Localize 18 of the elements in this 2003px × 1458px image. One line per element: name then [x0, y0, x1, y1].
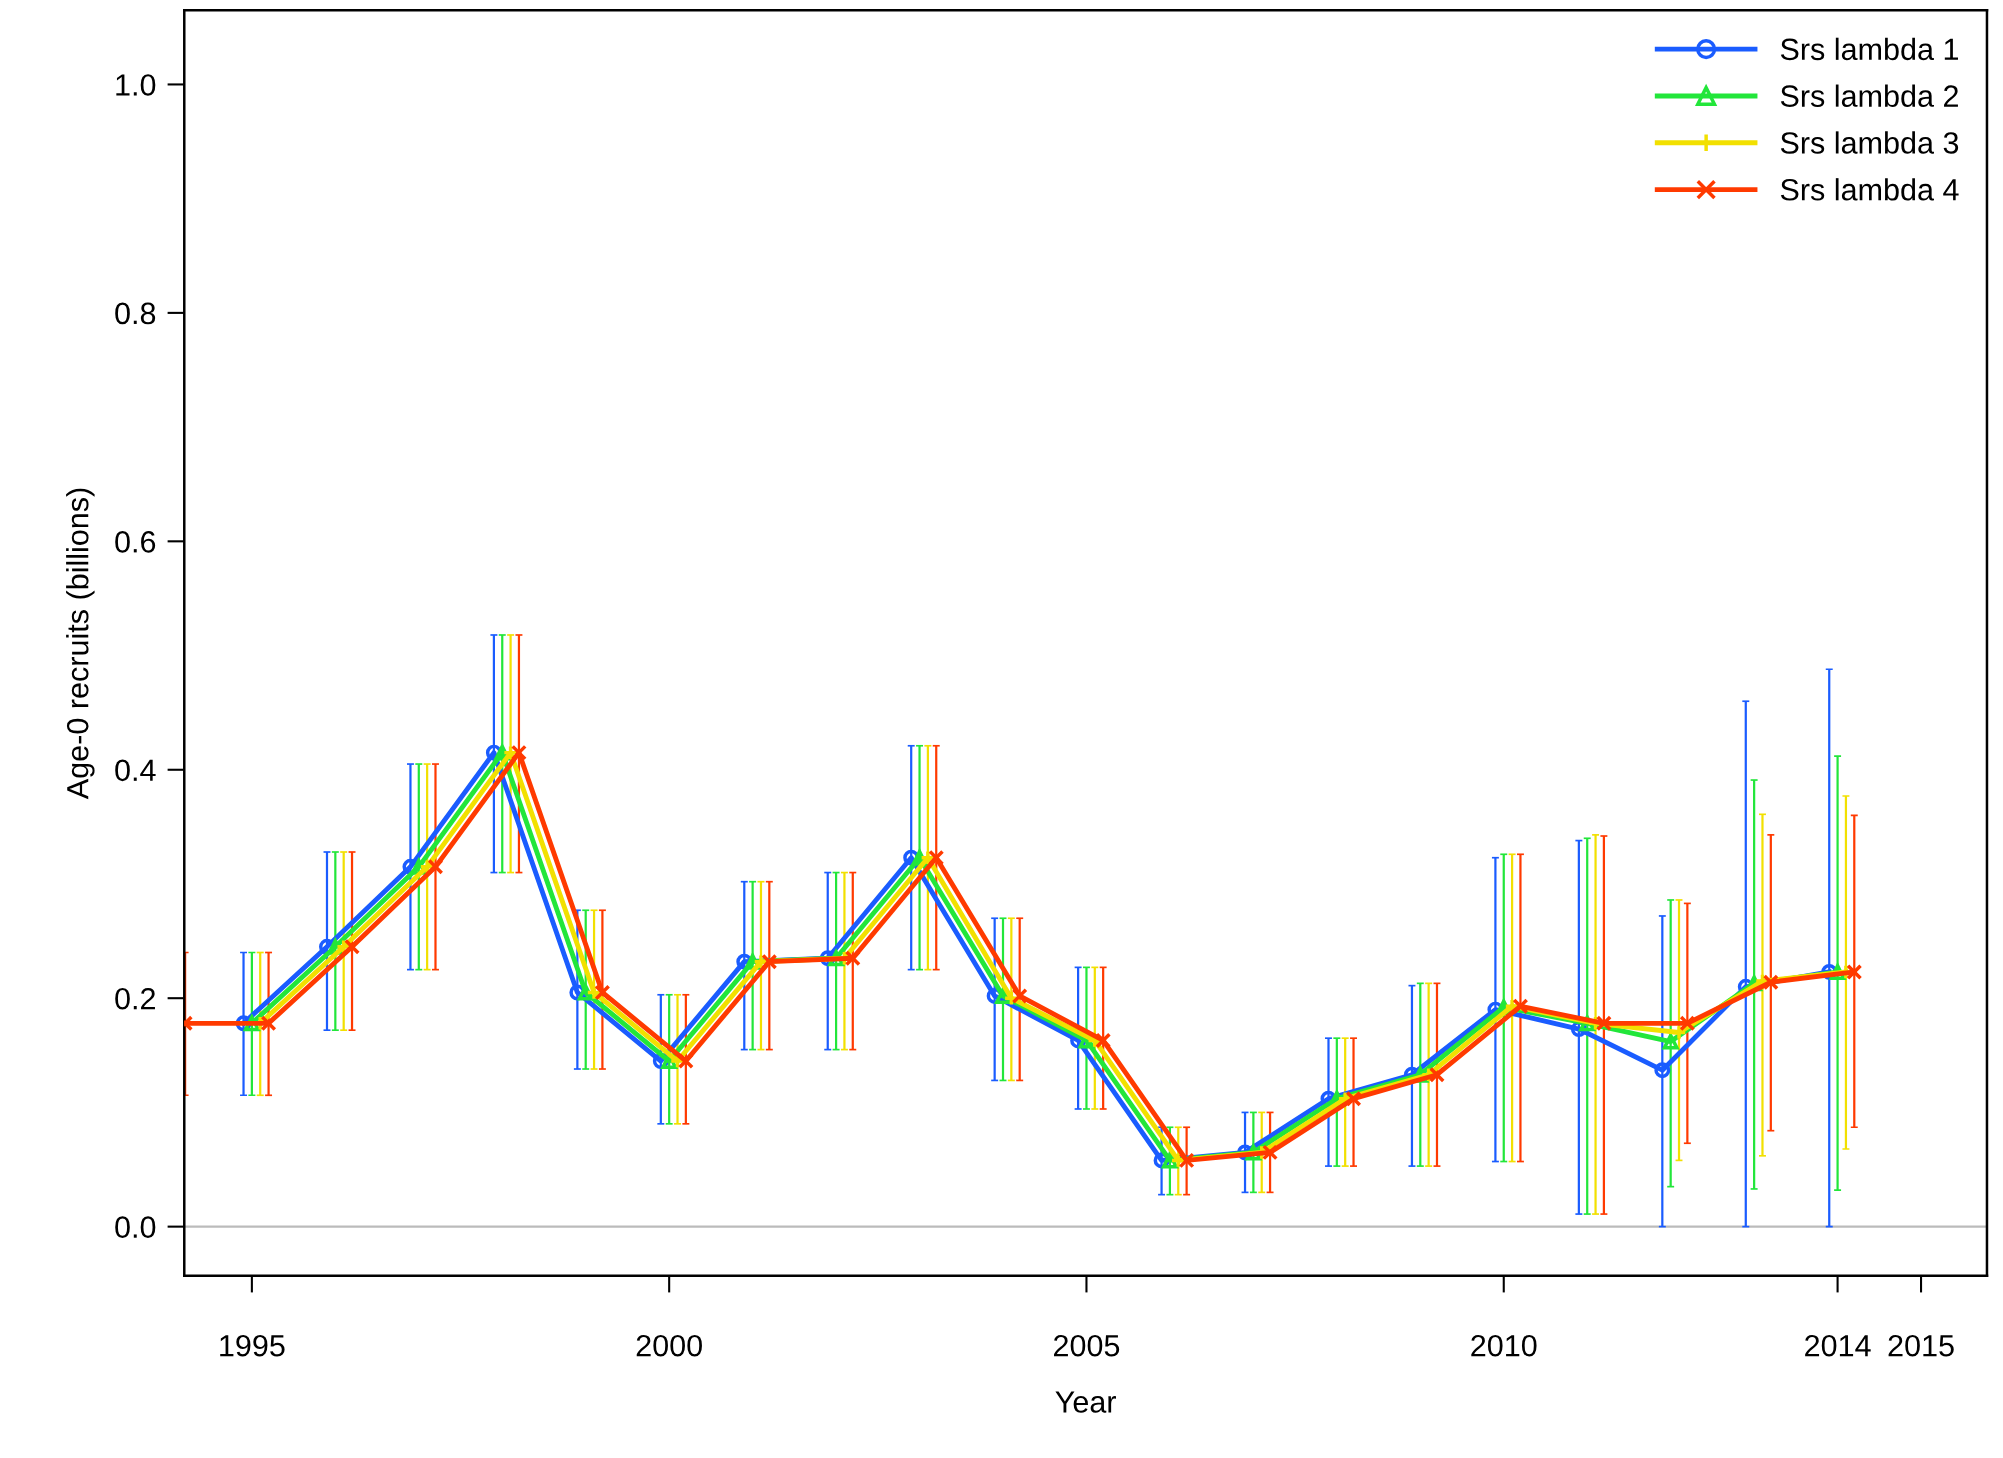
x-tick-label: 2015 [1888, 1334, 1954, 1357]
y-tick-label: 0.2 [115, 987, 155, 1010]
y-tick-label: 0.0 [115, 1216, 156, 1239]
x-tick-label: 2005 [1054, 1334, 1120, 1357]
x-axis-title: Year [1055, 1391, 1116, 1413]
y-tick-label: 1.0 [116, 74, 156, 96]
y-tick-label: 0.8 [115, 302, 156, 325]
y-axis-title: Age-0 recruits (billions) [66, 488, 95, 800]
y-tick-label: 0.4 [115, 759, 156, 782]
legend-label: Srs lambda 1 [1780, 37, 1958, 61]
x-tick-label: 1995 [220, 1334, 285, 1357]
y-tick-label: 0.6 [115, 531, 156, 553]
x-tick-label: 2010 [1471, 1334, 1537, 1357]
x-tick-label: 2014 [1805, 1334, 1871, 1357]
legend-label: Srs lambda 3 [1780, 131, 1959, 154]
legend-label: Srs lambda 2 [1780, 84, 1958, 107]
legend-label: Srs lambda 4 [1780, 178, 1959, 201]
x-tick-label: 2000 [636, 1334, 702, 1357]
